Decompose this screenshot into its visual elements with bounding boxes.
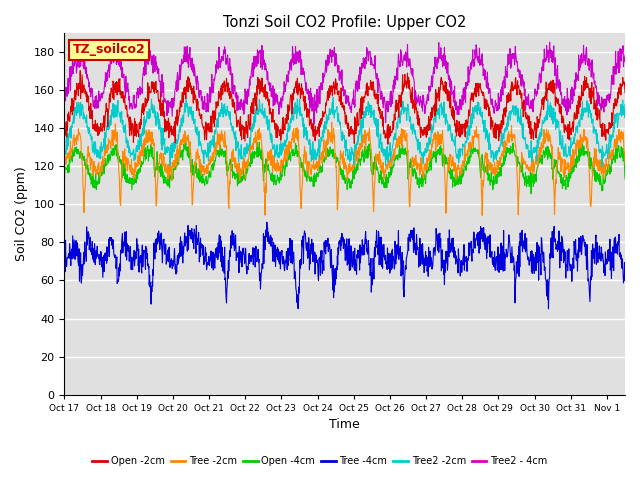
Title: Tonzi Soil CO2 Profile: Upper CO2: Tonzi Soil CO2 Profile: Upper CO2: [223, 15, 467, 30]
Y-axis label: Soil CO2 (ppm): Soil CO2 (ppm): [15, 166, 28, 261]
X-axis label: Time: Time: [330, 419, 360, 432]
Legend: Open -2cm, Tree -2cm, Open -4cm, Tree -4cm, Tree2 -2cm, Tree2 - 4cm: Open -2cm, Tree -2cm, Open -4cm, Tree -4…: [88, 453, 552, 470]
Text: TZ_soilco2: TZ_soilco2: [73, 43, 145, 57]
